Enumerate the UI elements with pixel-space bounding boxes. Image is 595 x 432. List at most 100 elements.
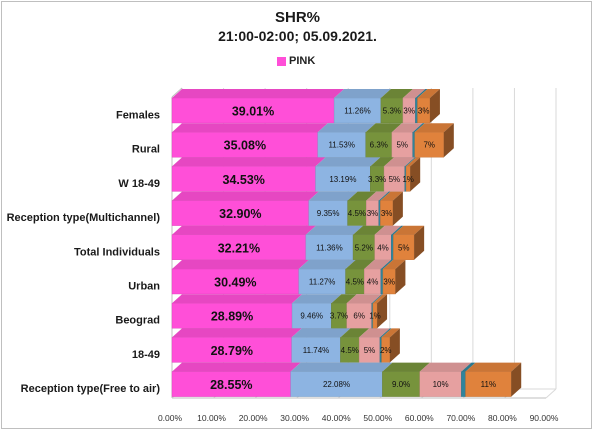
data-label: 4.5% (348, 209, 366, 218)
bar-segment-top (346, 294, 382, 304)
data-label: 4% (367, 278, 379, 287)
data-label: 30.49% (214, 276, 256, 290)
bar-segment-top (414, 123, 454, 133)
data-label: 3% (383, 278, 395, 287)
bar-segment (171, 371, 291, 397)
category-label: Urban (128, 281, 160, 293)
bar-segment-top (172, 225, 316, 235)
bar-segment-top (366, 191, 389, 201)
bar-segment-top (172, 328, 302, 338)
data-label: 22.08% (323, 380, 350, 389)
bar-segment-top (379, 328, 392, 338)
legend-swatch-pink (277, 56, 286, 66)
data-label: 11.36% (316, 243, 343, 252)
bar-segment (171, 200, 309, 226)
bar-segment-top (370, 157, 395, 167)
bar-segment (315, 166, 371, 192)
bar-segment (317, 131, 366, 158)
bar-segment-top (415, 89, 428, 98)
category-label: Females (116, 110, 160, 122)
data-label: 7% (423, 141, 435, 150)
data-label: 28.89% (211, 310, 253, 324)
bar-segment (171, 97, 335, 124)
data-label: 11.53% (328, 141, 355, 150)
bar-segment-top (402, 89, 426, 98)
bar-segment-top (172, 123, 328, 133)
category-label: W 18-49 (118, 178, 160, 190)
bar-end-face (410, 157, 421, 192)
x-tick-label: 30.00% (280, 413, 309, 423)
bar-segment (461, 371, 466, 397)
bar-segment-top (315, 157, 381, 167)
data-label: 2% (380, 346, 392, 355)
bar-segment-top (380, 191, 403, 201)
data-label: 5% (364, 346, 376, 355)
bar-segment-top (380, 260, 393, 269)
data-label: 28.79% (211, 344, 253, 358)
x-tick-label: 80.00% (488, 413, 517, 423)
bar-segment-top (391, 225, 404, 235)
floor-gridline (545, 388, 557, 399)
data-label: 9.46% (300, 312, 323, 321)
x-tick-label: 60.00% (405, 413, 434, 423)
bar-end-face (511, 362, 522, 397)
bar-segment-top (417, 89, 440, 98)
data-label: 1% (369, 312, 381, 321)
bar-segment-top (359, 328, 390, 338)
x-tick-label: 90.00% (530, 413, 559, 423)
bar-end-face (395, 260, 406, 294)
bar-segment-top (393, 225, 425, 235)
data-label: 11.27% (309, 278, 336, 287)
bar-segment (346, 303, 372, 329)
category-label: Beograd (115, 315, 160, 327)
bar-segment-top (412, 123, 425, 133)
bar-segment-top (378, 191, 391, 201)
data-label: 11.26% (344, 107, 371, 116)
bar-segment-top (340, 328, 370, 338)
bar-end-face (443, 123, 454, 158)
bar-segment (290, 371, 383, 397)
left-wall-top-edge (171, 87, 183, 98)
data-label: 28.55% (210, 378, 252, 392)
data-label: 3% (381, 209, 393, 218)
bar-segment-top (465, 362, 522, 372)
bar-segment-top (391, 123, 423, 133)
data-label: 11% (481, 380, 496, 389)
data-label: 4.5% (341, 346, 359, 355)
bar-segment-top (419, 362, 472, 372)
bar-segment-top (172, 157, 326, 167)
bar-segment-top (382, 362, 430, 372)
data-label: 3.7% (330, 312, 348, 321)
data-label: 11.74% (303, 346, 330, 355)
bar-segment (171, 131, 318, 158)
data-label: 3% (418, 107, 430, 116)
bar-segment (414, 131, 445, 158)
data-label: 5% (398, 243, 410, 252)
bar-segment-top (365, 123, 402, 133)
bar-end-face (429, 89, 440, 123)
data-label: 3.3% (368, 175, 386, 184)
data-label: 10% (433, 380, 449, 389)
data-label: 5.2% (355, 243, 373, 252)
bar-segment-top (291, 328, 351, 338)
x-tick-label: 20.00% (239, 413, 268, 423)
bar-segment-top (384, 157, 415, 167)
bar-segment-top (381, 328, 400, 338)
bar-segment (291, 337, 341, 363)
chart-title: SHR% (274, 9, 320, 26)
bar-segment (171, 268, 299, 295)
chart-legend: PINK (277, 55, 315, 67)
category-label: Reception type(Free to air) (21, 383, 161, 395)
x-tick-label: 40.00% (322, 413, 351, 423)
data-label: 3% (403, 107, 415, 116)
bar-segment-top (347, 191, 377, 201)
data-label: 1% (402, 175, 414, 184)
bar-segment-top (371, 294, 383, 304)
bar-end-face (392, 191, 403, 226)
bar-segment-top (298, 260, 356, 269)
data-label: 32.21% (218, 241, 260, 255)
category-label: 18-49 (132, 349, 160, 361)
bar-segment-top (364, 260, 391, 269)
bar-segment (365, 131, 393, 158)
